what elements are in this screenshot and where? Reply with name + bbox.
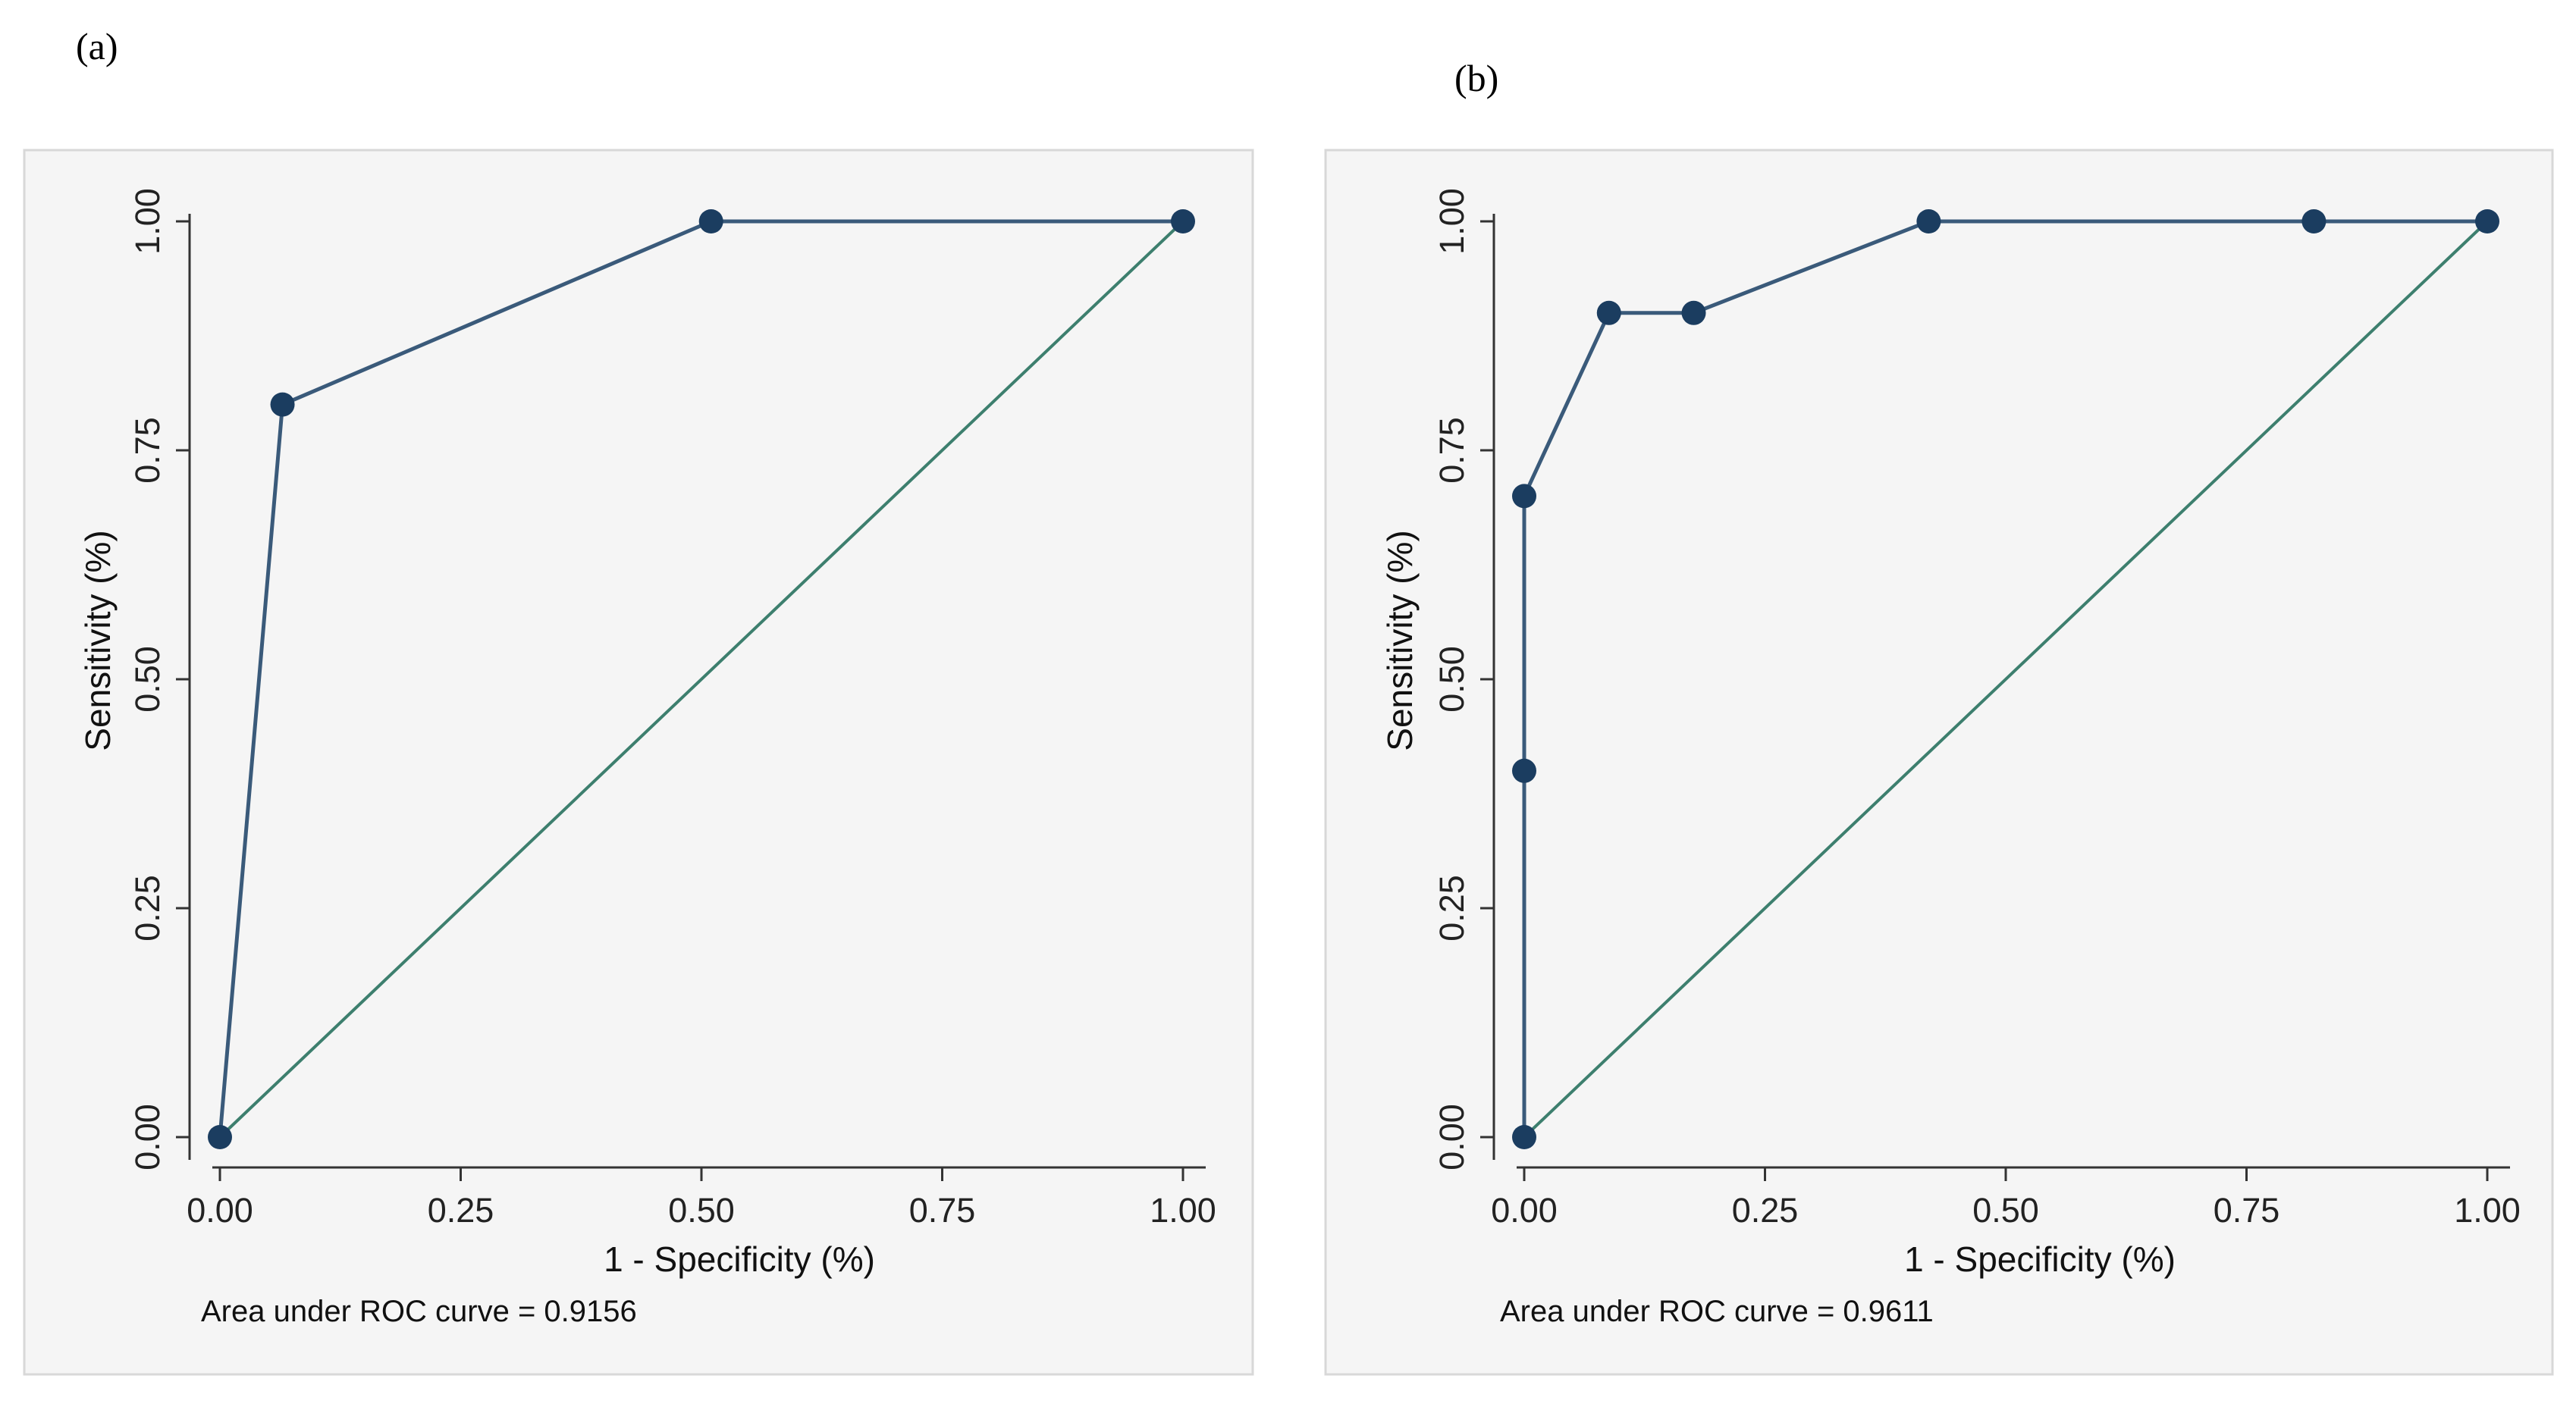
panel-b-x-axis-title: 1 - Specificity (%) xyxy=(1904,1239,2176,1279)
panel-a-roc-point xyxy=(698,209,723,233)
panel-b-y-tick-label: 0.25 xyxy=(1432,875,1471,942)
panel-a-roc-layer xyxy=(208,209,1195,1149)
panel-b-roc-point xyxy=(2301,209,2327,233)
panel-b-x-tick-label: 0.75 xyxy=(2214,1191,2280,1230)
panel-a-roc-point xyxy=(1171,209,1195,233)
panel-a-x-tick-label: 0.00 xyxy=(187,1191,253,1230)
panel-b-roc-point xyxy=(1512,758,1536,783)
panel-b-roc-point xyxy=(1681,300,1706,325)
panel-b-axes xyxy=(1492,214,2510,1169)
panel-b-y-tick-label: 1.00 xyxy=(1432,188,1471,255)
panel-a-reference-layer xyxy=(218,220,1184,1139)
panel-label-a: (a) xyxy=(76,25,118,67)
panel-b-roc-point xyxy=(2475,209,2499,233)
panel-a: (a) 0.00 0.25 0.50 0.75 1.00 0.00 0.25 0.50 0.7… xyxy=(23,25,1254,1376)
panel-a-roc-point xyxy=(270,392,295,417)
panel-b-roc-layer xyxy=(1512,209,2499,1149)
panel-b-x-tick-label: 0.25 xyxy=(1732,1191,1799,1230)
panel-b-y-tick-label: 0.50 xyxy=(1432,646,1471,713)
panel-a-x-tick-label: 0.50 xyxy=(668,1191,735,1230)
panel-a-y-tick-label: 1.00 xyxy=(128,188,167,255)
panel-b-roc-curve xyxy=(1522,219,2487,1137)
panel-b-reference-line xyxy=(1523,220,2489,1139)
panel-a-y-ticks: 0.00 0.25 0.50 0.75 1.00 xyxy=(128,188,190,1170)
panel-a-y-axis-title: Sensitivity (%) xyxy=(78,530,118,751)
panel-a-roc-point xyxy=(208,1125,232,1149)
panel-a-auc-note: Area under ROC curve = 0.9156 xyxy=(201,1295,637,1328)
panel-b-reference-layer xyxy=(1523,220,2489,1139)
panel-b-x-tick-label: 1.00 xyxy=(2454,1191,2521,1230)
panel-a-y-tick-label: 0.50 xyxy=(128,646,167,713)
panel-b-auc-note: Area under ROC curve = 0.9611 xyxy=(1500,1295,1934,1328)
panel-a-x-axis-title: 1 - Specificity (%) xyxy=(604,1239,875,1279)
panel-a-x-ticks: 0.00 0.25 0.50 0.75 1.00 xyxy=(187,1167,1216,1230)
panel-a-roc-curve xyxy=(218,219,1183,1138)
panel-b-y-tick-label: 0.00 xyxy=(1432,1104,1471,1170)
panel-a-x-tick-label: 0.25 xyxy=(428,1191,494,1230)
panel-a-y-tick-label: 0.00 xyxy=(128,1104,167,1170)
panel-b-roc-point xyxy=(1596,300,1621,325)
panel-label-b: (b) xyxy=(1454,57,1498,99)
panel-b-roc-point xyxy=(1512,484,1536,509)
panel-a-axes xyxy=(188,214,1206,1169)
panel-a-y-tick-label: 0.75 xyxy=(128,417,167,484)
panel-b-x-tick-label: 0.50 xyxy=(1972,1191,2039,1230)
panel-b-x-tick-label: 0.00 xyxy=(1491,1191,1558,1230)
panel-a-x-tick-label: 1.00 xyxy=(1150,1191,1216,1230)
panel-a-y-tick-label: 0.25 xyxy=(128,875,167,942)
panel-b-y-axis-title: Sensitivity (%) xyxy=(1380,530,1420,751)
panel-b-y-tick-label: 0.75 xyxy=(1432,417,1471,484)
panel-b: (b) 0.00 0.25 0.50 0.75 1.00 0.00 0.25 0.50 0.7… xyxy=(1324,57,2554,1376)
panel-b-roc-point xyxy=(1916,209,1941,233)
panel-b-y-ticks: 0.00 0.25 0.50 0.75 1.00 xyxy=(1432,188,1494,1170)
panel-b-x-ticks: 0.00 0.25 0.50 0.75 1.00 xyxy=(1491,1167,2521,1230)
panel-a-reference-line xyxy=(218,220,1184,1139)
panel-a-x-tick-label: 0.75 xyxy=(909,1191,976,1230)
panel-b-roc-point xyxy=(1512,1125,1536,1149)
panel-a-background xyxy=(23,149,1254,1376)
